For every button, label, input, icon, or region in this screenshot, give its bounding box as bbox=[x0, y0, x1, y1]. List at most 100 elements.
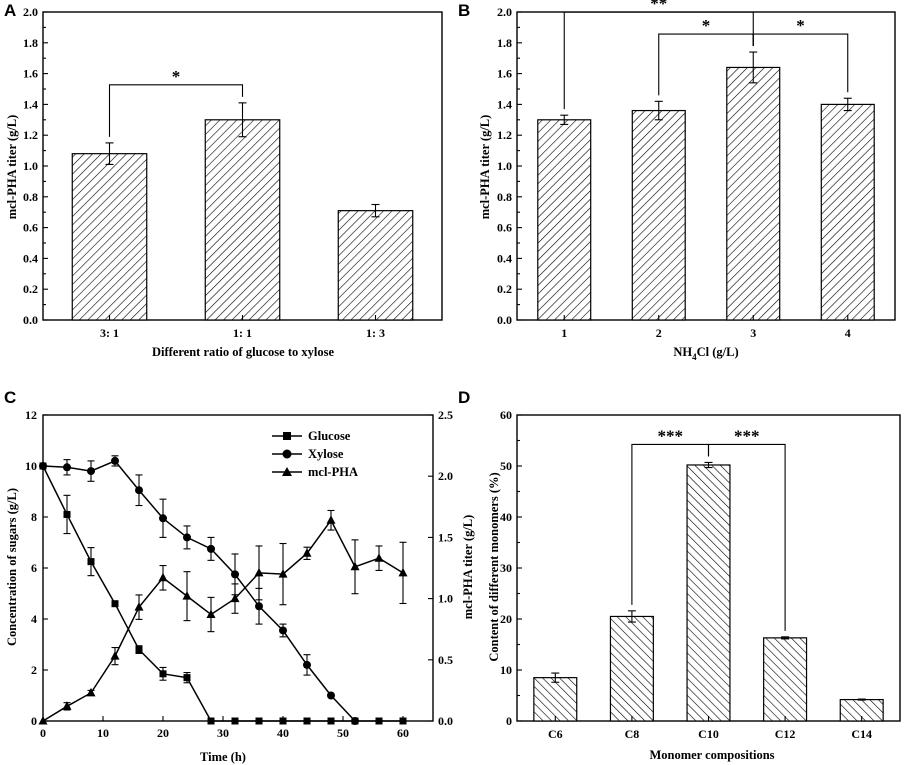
panel-b-bar-3 bbox=[820, 103, 875, 321]
panel-d-xtick-label: C14 bbox=[851, 727, 872, 741]
panel-c-ytick-label: 10 bbox=[25, 459, 37, 473]
panel-b-significance-bracket-0 bbox=[563, 11, 754, 110]
panel-b-ylabel: mcl-PHA titer (g/L) bbox=[478, 115, 492, 220]
panel-c-glucose-point-10 bbox=[279, 717, 287, 725]
panel-c-xylose-point-10 bbox=[279, 626, 287, 635]
panel-c-xylose-point-8 bbox=[231, 570, 239, 579]
panel-c-mcl-pha-point-7 bbox=[206, 609, 216, 619]
panel-c-y2label: mcl-PHA titer (g/L) bbox=[461, 515, 475, 620]
panel-c-glucose-point-11 bbox=[303, 717, 311, 725]
panel-d-ytick-label: 20 bbox=[500, 612, 512, 626]
panel-c-mcl-pha-point-12 bbox=[326, 515, 336, 524]
panel-c-ytick-label: 4 bbox=[31, 612, 37, 626]
panel-c-ytick-label: 6 bbox=[31, 561, 37, 575]
panel-c-mcl-pha-point-14 bbox=[374, 553, 384, 562]
panel-a-xtick-label: 1: 3 bbox=[366, 326, 385, 340]
panel-c-mcl-pha-point-15 bbox=[398, 567, 408, 577]
panel-label-c: C bbox=[4, 388, 16, 407]
panel-b-bar-2 bbox=[726, 66, 781, 321]
panel-c-plot-frame bbox=[42, 414, 434, 722]
panel-c-mcl-pha-point-10 bbox=[278, 569, 288, 578]
panel-d-ytick-label: 50 bbox=[500, 459, 512, 473]
panel-label-d: D bbox=[458, 388, 470, 407]
panel-c-glucose-point-2 bbox=[87, 558, 95, 566]
panel-a-xtick-label: 1: 1 bbox=[233, 326, 252, 340]
panel-b-xtick-label: 1 bbox=[561, 326, 567, 340]
panel-c-y2tick-label: 1.0 bbox=[438, 592, 453, 606]
panel-a-ytick-label: 0.4 bbox=[23, 251, 38, 265]
panel-c-mcl-pha-point-2 bbox=[86, 687, 96, 697]
panel-c-xylose-point-2 bbox=[87, 467, 95, 476]
panel-d-ytick-label: 40 bbox=[500, 510, 512, 524]
panel-a-bar-1 bbox=[204, 119, 281, 321]
panel-c-xylose-point-4 bbox=[135, 486, 143, 495]
panel-c-mcl-pha-point-6 bbox=[182, 591, 192, 600]
panel-a-ytick-label: 1.2 bbox=[23, 128, 38, 142]
panel-d-bar-1 bbox=[609, 615, 654, 722]
panel-d-xtick-label: C8 bbox=[625, 727, 640, 741]
panel-c-y2tick-label: 0.0 bbox=[438, 714, 453, 728]
panel-b-ytick-label: 0.2 bbox=[497, 282, 512, 296]
legend-xylose-label: Xylose bbox=[308, 447, 344, 461]
panel-c-series-mcl-pha-line bbox=[42, 518, 404, 722]
panel-c-xylose-point-3 bbox=[111, 456, 119, 465]
panel-b-bar-1 bbox=[631, 109, 686, 321]
panel-c-xlabel: Time (h) bbox=[200, 750, 246, 764]
panel-c-xylose-point-13 bbox=[351, 717, 359, 725]
panel-d-ytick-label: 30 bbox=[500, 561, 512, 575]
panel-c-xtick-label: 20 bbox=[157, 726, 169, 740]
panel-c-y2tick-label: 1.5 bbox=[438, 530, 453, 544]
panel-c-xylose-point-11 bbox=[303, 660, 311, 669]
panel-c-mcl-pha-point-13 bbox=[350, 561, 360, 571]
panel-label-a: A bbox=[4, 1, 16, 20]
panel-c-ytick-label: 2 bbox=[31, 663, 37, 677]
panel-c-mcl-pha-point-0 bbox=[38, 716, 48, 725]
panel-c-ytick-label: 8 bbox=[31, 510, 37, 524]
panel-b-ytick-label: 0.0 bbox=[497, 313, 512, 327]
panel-label-b: B bbox=[458, 1, 470, 20]
panel-d-significance-bracket-1 bbox=[707, 443, 786, 631]
panel-d-bar-3 bbox=[763, 637, 808, 722]
panel-c-xylose-point-1 bbox=[63, 463, 71, 472]
panel-b-ytick-label: 1.8 bbox=[497, 36, 512, 50]
panel-c-glucose-point-8 bbox=[231, 717, 239, 725]
panel-c-xtick-label: 40 bbox=[277, 726, 289, 740]
panel-d-xlabel: Monomer compositions bbox=[649, 748, 774, 762]
panel-d-xtick-label: C6 bbox=[548, 727, 563, 741]
panel-d-xtick-label: C10 bbox=[698, 727, 719, 741]
panel-b-significance-label-2: * bbox=[796, 16, 805, 35]
panel-a-ytick-label: 0.2 bbox=[23, 282, 38, 296]
panel-c-glucose-point-15 bbox=[399, 717, 407, 725]
panel-c-glucose-point-6 bbox=[183, 674, 191, 682]
panel-b-ytick-label: 1.6 bbox=[497, 67, 512, 81]
panel-b-bar-0 bbox=[537, 119, 592, 321]
panel-c-mcl-pha-point-5 bbox=[158, 572, 168, 582]
panel-c-series-xylose-line bbox=[42, 459, 356, 722]
panel-c-series-glucose-line bbox=[42, 465, 403, 722]
panel-a-ytick-label: 2.0 bbox=[23, 5, 38, 19]
panel-a-xlabel: Different ratio of glucose to xylose bbox=[152, 345, 334, 359]
panel-c-glucose-point-9 bbox=[255, 717, 263, 725]
panel-c-mcl-pha-point-9 bbox=[254, 567, 264, 577]
panel-d-ylabel: Content of different monomers (%) bbox=[487, 472, 501, 661]
panel-d-bar-0 bbox=[533, 677, 578, 722]
panel-c-xylose-point-12 bbox=[327, 691, 335, 700]
panel-b-ytick-label: 1.4 bbox=[497, 97, 512, 111]
panel-c-glucose-point-3 bbox=[111, 600, 119, 608]
panel-b-xtick-label: 4 bbox=[845, 326, 851, 340]
panel-d-ytick-label: 10 bbox=[500, 663, 512, 677]
panel-c-y2tick-label: 2.0 bbox=[438, 469, 453, 483]
panel-c-xtick-label: 10 bbox=[97, 726, 109, 740]
panel-a-bar-2 bbox=[337, 210, 414, 321]
panel-b-ytick-label: 0.6 bbox=[497, 221, 512, 235]
legend-glucose-label: Glucose bbox=[308, 429, 351, 443]
panel-c-ytick-label: 12 bbox=[25, 408, 37, 422]
panel-a-significance-label-0: * bbox=[172, 67, 181, 86]
panel-c-xtick-label: 30 bbox=[217, 726, 229, 740]
panel-a-ytick-label: 1.4 bbox=[23, 97, 38, 111]
panel-c-xtick-label: 50 bbox=[337, 726, 349, 740]
panel-c-glucose-point-7 bbox=[207, 717, 215, 725]
panel-c-xtick-label: 0 bbox=[40, 726, 46, 740]
panel-c-ylabel: Concentration of sugars (g/L) bbox=[5, 488, 19, 646]
